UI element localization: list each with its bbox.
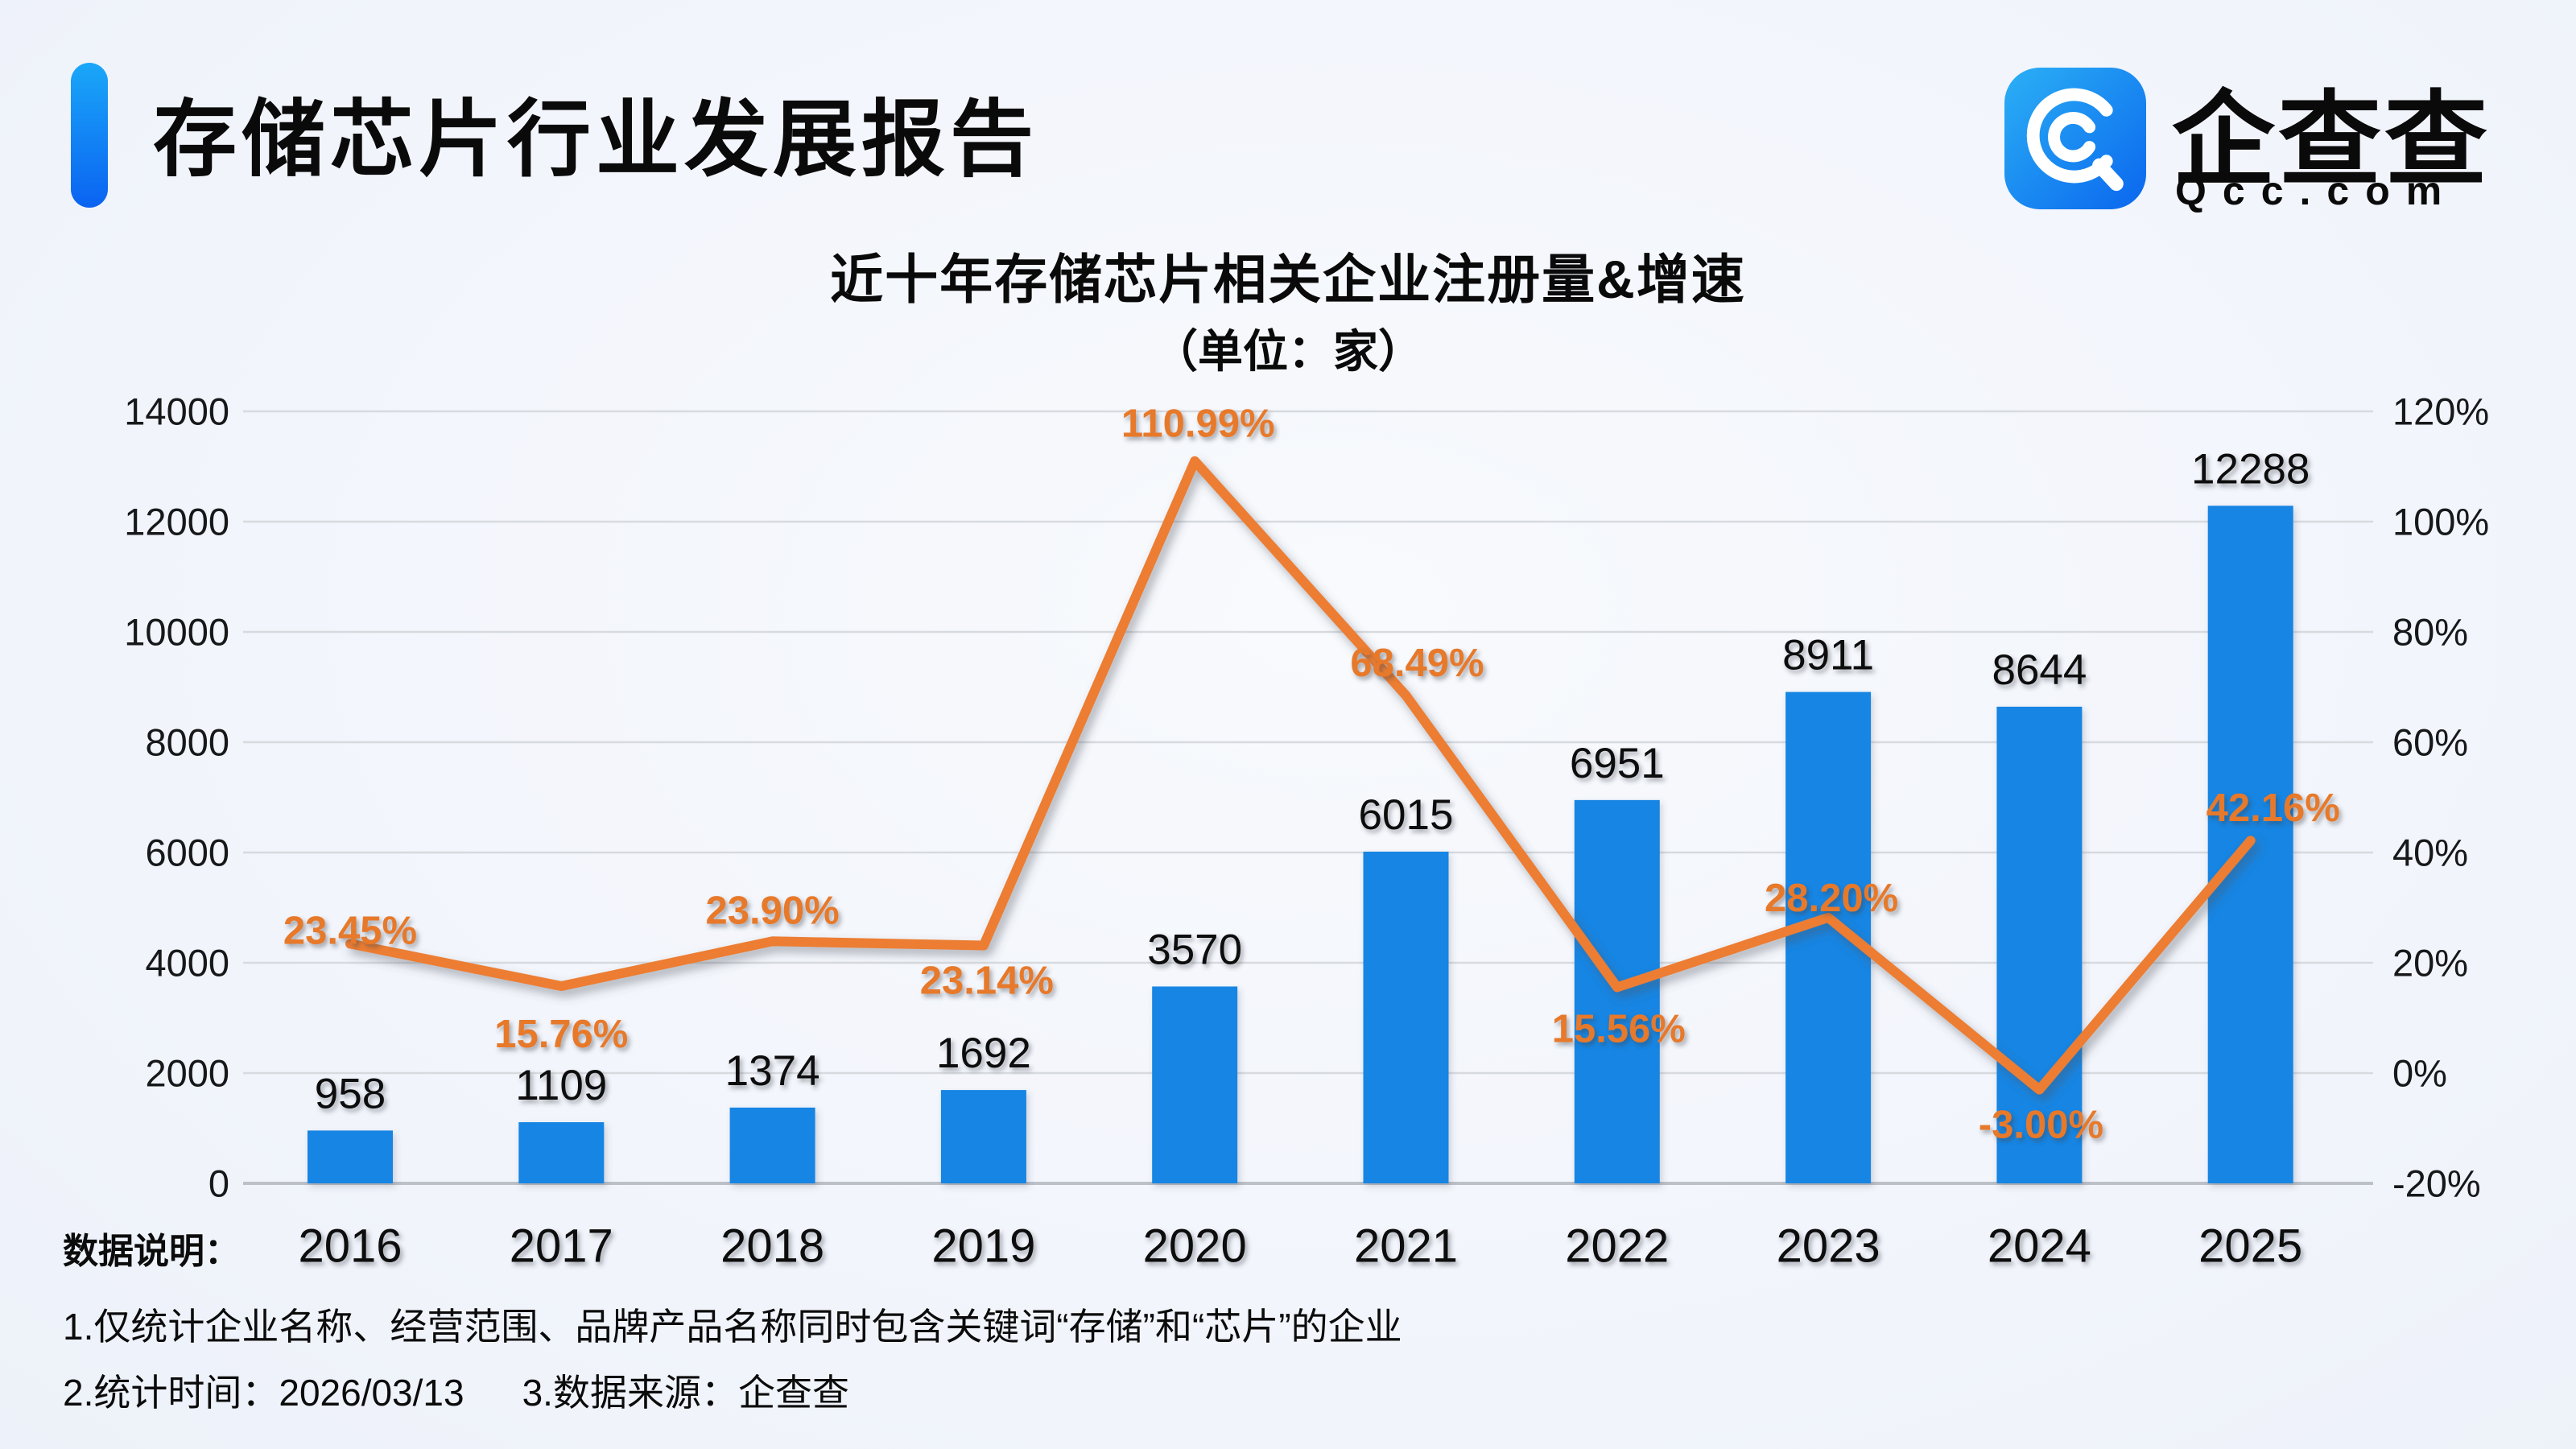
report-title: 存储芯片行业发展报告 [153, 93, 1039, 187]
bar-value-label-2020: 3570 [1147, 926, 1242, 973]
year-label-2019: 2019 [931, 1220, 1035, 1273]
qcc-brand-name: 企查查 [2172, 83, 2491, 198]
year-label-2023: 2023 [1777, 1220, 1880, 1273]
growth-label-2018: 23.90% [705, 889, 839, 932]
bar-value-label-2023: 8911 [1782, 632, 1874, 679]
title-accent-bar [71, 63, 108, 208]
bar-2024 [1996, 706, 2083, 1183]
footnote-source: 3.数据来源：企查查 [522, 1372, 849, 1414]
growth-label-2021: 68.49% [1350, 642, 1484, 685]
qcc-domain: Qcc.com [2175, 168, 2458, 213]
bar-2017 [518, 1122, 605, 1183]
left-axis-tick-12000: 12000 [124, 501, 229, 543]
growth-label-2023: 28.20% [1765, 877, 1898, 920]
right-axis-tick-20%: 20% [2392, 942, 2468, 985]
year-label-2016: 2016 [298, 1220, 402, 1273]
year-label-2017: 2017 [510, 1220, 613, 1273]
right-axis-tick-40%: 40% [2392, 832, 2468, 874]
right-axis-tick-120%: 120% [2392, 390, 2489, 433]
growth-label-2022: 15.56% [1552, 1007, 1686, 1051]
year-label-2018: 2018 [720, 1220, 824, 1273]
bar-value-label-2024: 8644 [1992, 646, 2087, 694]
bar-value-label-2016: 958 [315, 1070, 386, 1117]
left-axis-tick-14000: 14000 [124, 390, 229, 433]
footnote-stat-time: 2.统计时间：2026/03/13 [63, 1372, 464, 1414]
bar-2020 [1152, 986, 1238, 1183]
left-axis-tick-0: 0 [208, 1162, 229, 1205]
qcc-logo-glyph [2026, 88, 2124, 192]
right-axis-tick--20%: -20% [2392, 1162, 2481, 1205]
growth-label-2016: 23.45% [283, 909, 417, 952]
growth-label-2020: 110.99% [1121, 402, 1275, 446]
growth-label-2024: -3.00% [1979, 1104, 2103, 1147]
year-label-2020: 2020 [1143, 1220, 1247, 1273]
bar-2021 [1363, 851, 1449, 1183]
bar-2019 [940, 1090, 1026, 1183]
footnote-2: 2.统计时间：2026/03/13 3.数据来源：企查查 [63, 1364, 849, 1417]
year-label-2024: 2024 [1988, 1220, 2091, 1273]
left-axis-tick-4000: 4000 [145, 942, 229, 985]
bar-value-label-2018: 1374 [725, 1047, 820, 1095]
qcc-logo-icon [2004, 68, 2146, 209]
footnote-1: 1.仅统计企业名称、经营范围、品牌产品名称同时包含关键词“存储”和“芯片”的企业 [63, 1306, 1402, 1348]
right-axis-tick-0%: 0% [2392, 1052, 2447, 1095]
footer-heading: 数据说明： [63, 1232, 240, 1271]
right-axis-tick-60%: 60% [2392, 721, 2468, 764]
growth-label-2017: 15.76% [494, 1013, 628, 1056]
bar-value-label-2019: 1692 [936, 1030, 1031, 1077]
bar-value-label-2025: 12288 [2191, 445, 2310, 493]
chart-subtitle: （单位：家） [1153, 326, 1423, 377]
bar-2016 [308, 1130, 393, 1183]
bar-value-label-2022: 6951 [1570, 740, 1665, 787]
bar-value-label-2021: 6015 [1359, 791, 1454, 839]
left-axis-tick-2000: 2000 [145, 1052, 229, 1095]
growth-label-2019: 23.14% [920, 959, 1054, 1002]
bar-2018 [729, 1107, 815, 1183]
left-axis-tick-6000: 6000 [145, 832, 229, 874]
chart-title: 近十年存储芯片相关企业注册量&增速 [830, 250, 1746, 309]
growth-label-2025: 42.16% [2207, 786, 2340, 830]
year-label-2025: 2025 [2198, 1220, 2302, 1273]
growth-rate-line [345, 456, 2256, 1095]
left-axis-tick-8000: 8000 [145, 721, 229, 764]
right-axis-tick-100%: 100% [2392, 501, 2489, 543]
left-axis-tick-10000: 10000 [124, 611, 229, 654]
year-label-2021: 2021 [1354, 1220, 1458, 1273]
bar-value-label-2017: 1109 [515, 1062, 607, 1109]
qcc-logo: 企查查 Qcc.com [2004, 68, 2536, 213]
year-label-2022: 2022 [1565, 1220, 1669, 1273]
right-axis-tick-80%: 80% [2392, 611, 2468, 654]
